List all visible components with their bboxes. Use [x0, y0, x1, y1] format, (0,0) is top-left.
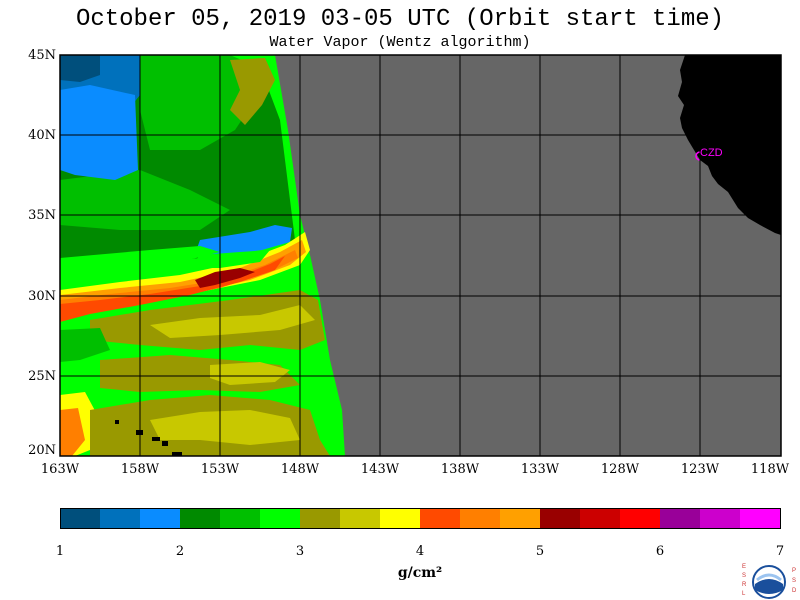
colorbar-tick-5: 5: [535, 544, 545, 559]
lon-label-158w: 158W: [120, 462, 160, 477]
lon-label-138w: 138W: [440, 462, 480, 477]
lat-label-45n: 45N: [28, 48, 56, 63]
colorbar-swatch: [540, 508, 581, 529]
lon-label-163w: 163W: [40, 462, 80, 477]
colorbar-swatch: [220, 508, 261, 529]
colorbar: [60, 508, 781, 529]
lon-label-123w: 123W: [680, 462, 720, 477]
svg-text:E: E: [742, 564, 746, 570]
colorbar-swatch: [740, 508, 781, 529]
lon-label-143w: 143W: [360, 462, 400, 477]
station-marker-icon: [695, 151, 701, 161]
colorbar-swatch: [500, 508, 541, 529]
colorbar-tick-4: 4: [415, 544, 425, 559]
lat-label-35n: 35N: [28, 208, 56, 223]
map-subtitle: Water Vapor (Wentz algorithm): [269, 34, 531, 51]
lon-label-118w: 118W: [750, 462, 790, 477]
colorbar-swatch: [460, 508, 501, 529]
colorbar-tick-3: 3: [295, 544, 305, 559]
colorbar-swatch: [660, 508, 701, 529]
svg-text:D: D: [792, 588, 797, 594]
map-border: [59, 54, 782, 457]
colorbar-swatch: [380, 508, 421, 529]
colorbar-swatch: [60, 508, 101, 529]
map-title: October 05, 2019 03-05 UTC (Orbit start …: [75, 6, 725, 33]
colorbar-tick-6: 6: [655, 544, 665, 559]
colorbar-swatch: [100, 508, 141, 529]
svg-text:S: S: [792, 578, 796, 584]
noaa-logo-icon: E S R L P S D: [742, 564, 797, 599]
colorbar-tick-7: 7: [775, 544, 785, 559]
colorbar-swatch: [580, 508, 621, 529]
colorbar-swatch: [300, 508, 341, 529]
colorbar-swatch: [620, 508, 661, 529]
colorbar-swatch: [140, 508, 181, 529]
svg-text:R: R: [742, 582, 747, 588]
colorbar-units: g/cm²: [397, 565, 443, 581]
colorbar-tick-2: 2: [175, 544, 185, 559]
colorbar-tick-1: 1: [55, 544, 65, 559]
svg-text:P: P: [792, 568, 796, 574]
lat-label-25n: 25N: [28, 369, 56, 384]
lon-label-148w: 148W: [280, 462, 320, 477]
colorbar-swatch: [260, 508, 301, 529]
svg-text:L: L: [742, 591, 746, 597]
svg-text:S: S: [742, 573, 746, 579]
lon-label-128w: 128W: [600, 462, 640, 477]
lon-label-133w: 133W: [520, 462, 560, 477]
colorbar-swatch: [180, 508, 221, 529]
station-label: CZD: [700, 147, 723, 159]
north-america-land: [678, 55, 781, 235]
lat-label-40n: 40N: [28, 128, 56, 143]
lat-label-30n: 30N: [28, 289, 56, 304]
lat-label-20n: 20N: [28, 443, 56, 458]
colorbar-swatch: [700, 508, 741, 529]
colorbar-swatch: [420, 508, 461, 529]
lon-label-153w: 153W: [200, 462, 240, 477]
colorbar-swatch: [340, 508, 381, 529]
